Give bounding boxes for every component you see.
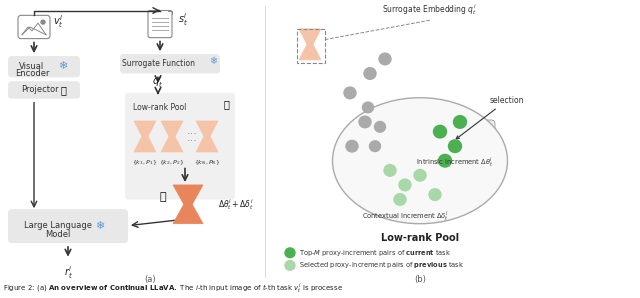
Text: Selected proxy-increment pairs of $\mathbf{previous}$ task: Selected proxy-increment pairs of $\math… [299,260,464,270]
FancyBboxPatch shape [8,209,128,243]
FancyBboxPatch shape [125,93,235,199]
Bar [297,29,325,63]
FancyBboxPatch shape [8,81,80,99]
Text: $s_t^i$: $s_t^i$ [178,11,188,28]
Circle shape [438,154,451,167]
Text: $r_t^i$: $r_t^i$ [63,264,72,281]
Text: 🔥: 🔥 [223,100,229,110]
Text: $\{k_1, P_1\}$: $\{k_1, P_1\}$ [132,158,158,167]
Text: Large Language: Large Language [24,221,92,230]
Circle shape [433,125,447,138]
Polygon shape [134,121,156,136]
Text: Figure 2: (a) $\mathbf{An\ overview\ of\ Continual\ LLaVA.}$ The $i$-th input im: Figure 2: (a) $\mathbf{An\ overview\ of\… [3,282,343,295]
Text: $v_t^i$: $v_t^i$ [53,13,63,30]
Text: ···: ··· [187,136,197,146]
Circle shape [384,164,396,176]
Text: selection: selection [456,96,525,139]
FancyBboxPatch shape [18,15,50,39]
Circle shape [359,116,371,128]
Circle shape [394,194,406,205]
Text: (b): (b) [414,275,426,284]
Text: $q_t^i$: $q_t^i$ [152,73,164,90]
Polygon shape [173,185,203,204]
Circle shape [285,248,295,257]
Circle shape [344,87,356,99]
Polygon shape [161,136,183,152]
Text: 🔥: 🔥 [160,192,166,201]
FancyBboxPatch shape [148,10,172,38]
Text: Low-rank Pool: Low-rank Pool [381,233,459,243]
Polygon shape [196,136,218,152]
Circle shape [346,140,358,152]
Polygon shape [299,29,321,44]
Circle shape [414,170,426,181]
Text: Visual: Visual [19,62,45,71]
Circle shape [454,116,467,128]
Text: ❄: ❄ [95,221,105,231]
Circle shape [379,53,391,65]
Circle shape [429,189,441,201]
Text: ❄: ❄ [58,61,68,71]
Circle shape [362,102,374,113]
Circle shape [369,141,381,151]
Circle shape [449,140,461,153]
Ellipse shape [333,98,508,224]
Polygon shape [299,44,321,60]
Text: 🔥: 🔥 [60,85,66,95]
Polygon shape [134,136,156,152]
Circle shape [374,122,385,132]
Polygon shape [196,121,218,136]
Text: ···: ··· [187,130,197,139]
Text: (a): (a) [144,275,156,284]
Circle shape [399,179,411,191]
Text: $\{k_2, P_2\}$: $\{k_2, P_2\}$ [159,158,185,167]
Text: ❄: ❄ [209,56,217,66]
Text: Model: Model [45,230,70,239]
Text: Projector: Projector [21,86,59,94]
Polygon shape [161,121,183,136]
Polygon shape [173,204,203,224]
Circle shape [41,20,45,24]
Text: $\{k_N, P_N\}$: $\{k_N, P_N\}$ [194,158,220,167]
FancyBboxPatch shape [8,56,80,77]
Text: Encoder: Encoder [15,69,49,78]
Text: $\Delta\theta_t^i + \Delta\delta_t^i$: $\Delta\theta_t^i + \Delta\delta_t^i$ [218,197,254,212]
Text: Surrogate Function: Surrogate Function [122,59,195,68]
Circle shape [285,260,295,270]
FancyBboxPatch shape [120,54,220,74]
FancyBboxPatch shape [415,120,495,183]
Text: Intrinsic Increment $\Delta\theta_t^i$: Intrinsic Increment $\Delta\theta_t^i$ [417,156,493,169]
Text: Low-rank Pool: Low-rank Pool [133,103,186,111]
Text: Top-$M$ proxy-increment pairs of $\mathbf{current}$ task: Top-$M$ proxy-increment pairs of $\mathb… [299,248,451,258]
Text: Surrogate Embedding $q_t^i$: Surrogate Embedding $q_t^i$ [383,2,477,17]
Text: Contextual Increment $\Delta\delta_t^i$: Contextual Increment $\Delta\delta_t^i$ [362,209,449,223]
Circle shape [364,68,376,79]
